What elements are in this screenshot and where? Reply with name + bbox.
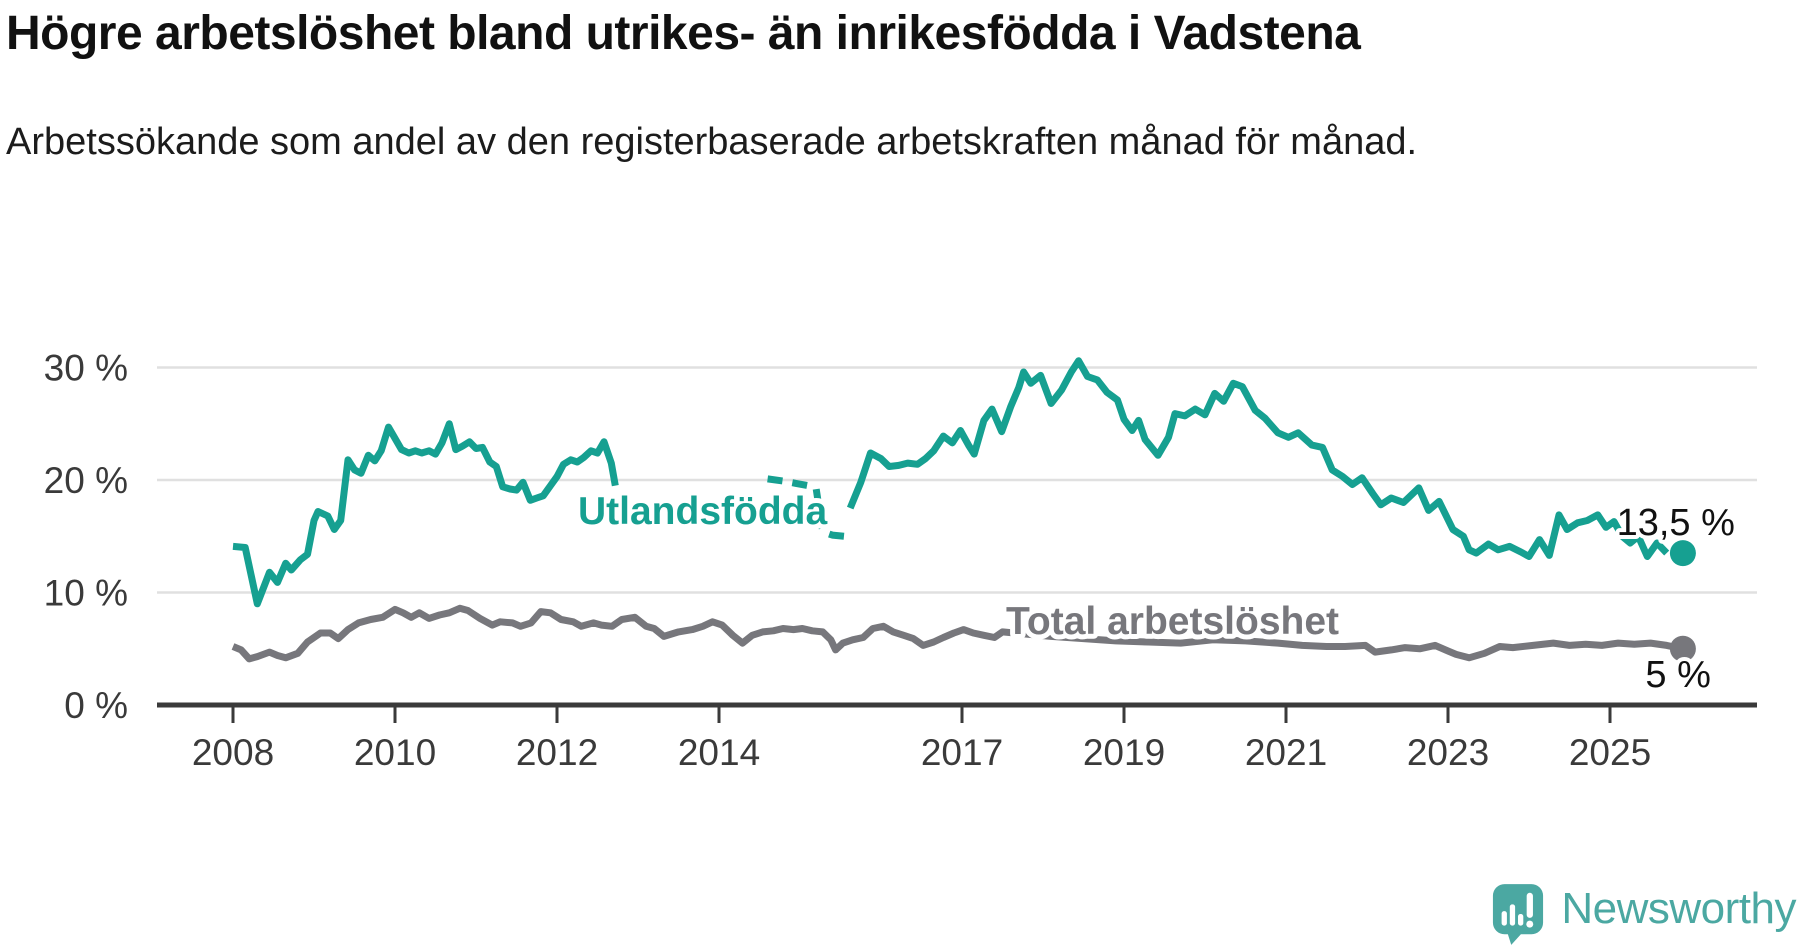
x-tick-label: 2012: [516, 732, 598, 773]
last-point-dot: [1669, 540, 1696, 567]
newsworthy-logo-icon: [1493, 884, 1544, 945]
x-tick-label: 2021: [1245, 732, 1327, 773]
newsworthy-logo-text: Newsworthy: [1561, 884, 1796, 933]
x-axis: 2008 2010 2012 2014 2017 2019 2021 2023 2025: [157, 702, 1757, 773]
series-line: [232, 420, 619, 608]
end-value-label: 13,5 %: [1617, 502, 1735, 544]
x-tick-label: 2017: [921, 732, 1003, 773]
series-line: [231, 604, 1684, 663]
newsworthy-logo: Newsworthy: [1491, 882, 1796, 946]
gridlines: [157, 366, 1757, 594]
last-point-dot: [1669, 635, 1696, 662]
series-utlandsfodda: [232, 357, 1696, 608]
y-tick-label: 20 %: [44, 460, 128, 501]
x-tick-label: 2023: [1407, 732, 1489, 773]
series-total: [231, 604, 1696, 663]
series-label: Utlandsfödda: [578, 490, 827, 533]
chart-title: Högre arbetslöshet bland utrikes- än inr…: [6, 7, 1361, 60]
end-value-label: 5 %: [1645, 654, 1710, 696]
x-tick-label: 2010: [354, 732, 436, 773]
y-axis: 0 % 10 % 20 % 30 %: [44, 348, 128, 727]
chart-subtitle: Arbetssökande som andel av den registerb…: [6, 121, 1418, 163]
x-tick-label: 2025: [1569, 732, 1651, 773]
series-line: [767, 475, 845, 540]
x-tick-label: 2019: [1083, 732, 1165, 773]
x-tick-label: 2008: [192, 732, 274, 773]
y-tick-label: 30 %: [44, 348, 128, 389]
series-label: Total arbetslöshet: [1006, 600, 1339, 643]
y-tick-label: 0 %: [64, 685, 128, 726]
x-tick-label: 2014: [678, 732, 760, 773]
y-tick-label: 10 %: [44, 573, 128, 614]
series-line: [846, 357, 1670, 560]
